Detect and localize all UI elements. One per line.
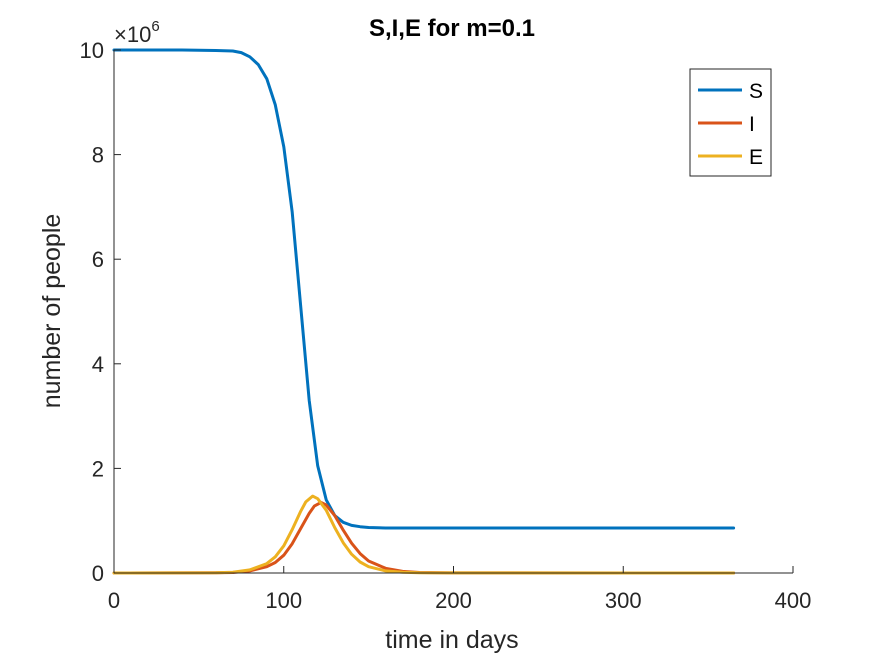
y-tick-label: 6	[92, 247, 104, 272]
legend-label-E: E	[749, 146, 763, 169]
legend-label-S: S	[749, 80, 763, 103]
y-tick-label: 2	[92, 456, 104, 481]
plot-series-group	[112, 48, 736, 575]
series-line-E	[112, 494, 736, 575]
y-axis-exponent-power: 6	[151, 18, 159, 35]
legend: SIE	[689, 68, 772, 177]
y-tick-label: 4	[92, 352, 104, 377]
x-tick-label: 200	[435, 588, 472, 613]
series-line-S	[112, 48, 736, 530]
y-axis-exponent-base: ×10	[114, 22, 151, 47]
y-axis-label: number of people	[38, 214, 66, 409]
y-axis-exponent: ×106	[114, 18, 160, 47]
y-tick-label: 0	[92, 561, 104, 586]
y-tick-label: 8	[92, 143, 104, 168]
x-tick-label: 0	[108, 588, 120, 613]
chart-title: S,I,E for m=0.1	[369, 15, 535, 42]
axes-group: 0 100 200 300 400 0 2 4 6 8 10	[80, 38, 812, 613]
x-tick-label: 300	[605, 588, 642, 613]
y-tick-label: 10	[80, 38, 104, 63]
x-axis-label: time in days	[385, 626, 518, 654]
x-tick-label: 400	[775, 588, 812, 613]
legend-label-I: I	[749, 113, 755, 136]
x-tick-label: 100	[265, 588, 302, 613]
